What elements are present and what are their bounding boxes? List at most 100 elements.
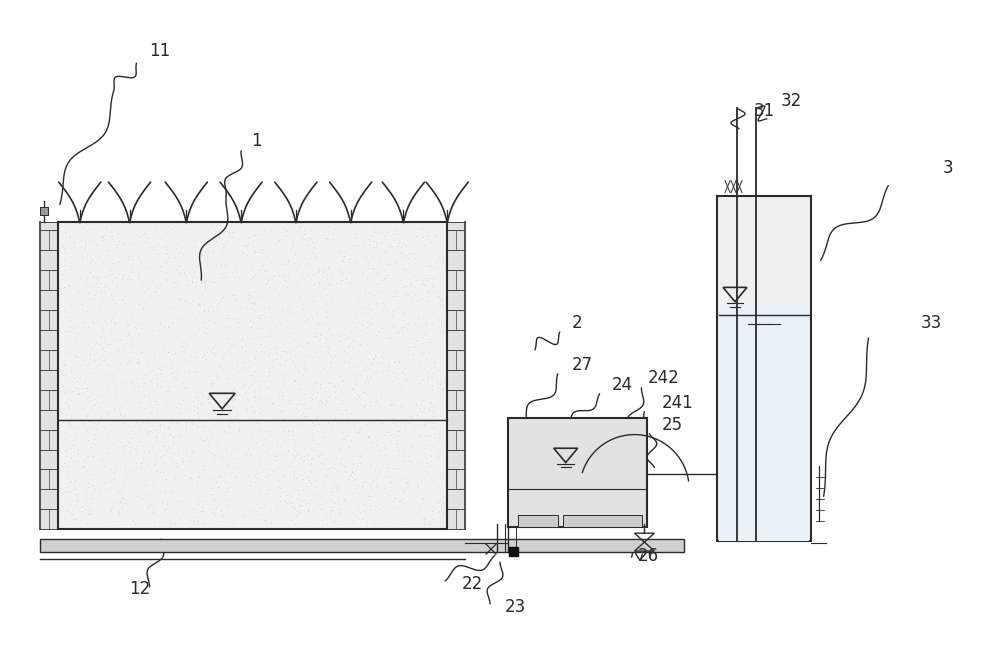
Point xyxy=(434,384,450,395)
Point xyxy=(362,501,378,512)
Point xyxy=(399,265,415,276)
Point xyxy=(161,383,177,394)
Point xyxy=(333,274,349,285)
Point xyxy=(168,263,184,274)
Point xyxy=(283,515,299,525)
Point xyxy=(425,423,441,433)
Point xyxy=(112,409,128,420)
Point xyxy=(418,462,434,472)
Point xyxy=(426,422,442,433)
Point xyxy=(266,281,282,292)
Point xyxy=(353,393,369,403)
Point xyxy=(78,519,94,529)
Point xyxy=(160,442,176,452)
Point xyxy=(425,500,441,511)
Point xyxy=(107,361,123,372)
Point xyxy=(417,316,433,327)
Point xyxy=(195,293,211,304)
Point xyxy=(368,395,384,405)
Point xyxy=(85,236,101,247)
Point xyxy=(414,332,430,342)
Point xyxy=(170,260,186,271)
Point xyxy=(205,246,221,257)
Point xyxy=(395,332,411,342)
Point xyxy=(371,496,387,507)
Point xyxy=(205,478,221,488)
Point xyxy=(135,230,151,241)
Point xyxy=(201,414,217,425)
Point xyxy=(322,391,338,401)
Point xyxy=(425,279,441,289)
Point xyxy=(222,482,238,493)
Point xyxy=(292,326,308,336)
Point xyxy=(430,297,446,308)
Point xyxy=(153,375,169,386)
Point xyxy=(359,389,375,399)
Point xyxy=(159,496,175,507)
Point xyxy=(431,291,447,302)
Point xyxy=(67,427,83,438)
Point xyxy=(81,326,97,336)
Point xyxy=(330,465,346,476)
Point xyxy=(356,476,372,486)
Point xyxy=(277,420,293,431)
Point xyxy=(191,292,207,303)
Point xyxy=(312,504,328,515)
Point xyxy=(286,369,302,380)
Point xyxy=(149,373,165,384)
Point xyxy=(203,483,219,494)
Point xyxy=(356,236,372,247)
Point xyxy=(274,395,290,406)
Point xyxy=(182,483,198,494)
Point xyxy=(352,450,368,461)
Point xyxy=(282,224,298,235)
Point xyxy=(221,313,237,324)
Point xyxy=(190,308,206,318)
Point xyxy=(77,488,93,499)
Point xyxy=(146,492,162,502)
Point xyxy=(398,373,414,384)
Point xyxy=(81,266,97,277)
Text: 25: 25 xyxy=(661,415,682,433)
Point xyxy=(74,506,90,517)
Point xyxy=(270,463,286,474)
Point xyxy=(138,369,154,379)
Point xyxy=(211,498,227,509)
Point xyxy=(334,267,350,277)
Point xyxy=(177,383,193,393)
Point xyxy=(84,255,100,265)
Point xyxy=(282,473,298,484)
Point xyxy=(149,381,165,391)
Point xyxy=(313,450,329,460)
Point xyxy=(427,432,443,443)
Point xyxy=(433,505,449,516)
Point xyxy=(136,390,152,401)
Point xyxy=(122,431,138,442)
Point xyxy=(265,419,281,429)
Point xyxy=(162,443,178,454)
Point xyxy=(251,457,267,468)
Point xyxy=(171,505,187,516)
Point xyxy=(141,502,157,513)
Point xyxy=(311,278,327,289)
Point xyxy=(91,483,107,494)
Point xyxy=(435,488,451,498)
Point xyxy=(296,273,312,284)
Point xyxy=(362,372,378,383)
Point xyxy=(307,474,323,485)
Point xyxy=(92,310,108,320)
Point xyxy=(320,310,336,320)
Point xyxy=(281,331,297,342)
Point xyxy=(328,452,344,462)
Point xyxy=(322,436,338,447)
Point xyxy=(242,327,258,338)
Point xyxy=(154,497,170,508)
Point xyxy=(289,324,305,334)
Point xyxy=(137,262,153,273)
Point xyxy=(67,500,83,511)
Point xyxy=(78,306,94,316)
Point xyxy=(81,415,97,426)
Point xyxy=(343,278,359,289)
Point xyxy=(247,353,263,364)
Point xyxy=(196,435,212,446)
